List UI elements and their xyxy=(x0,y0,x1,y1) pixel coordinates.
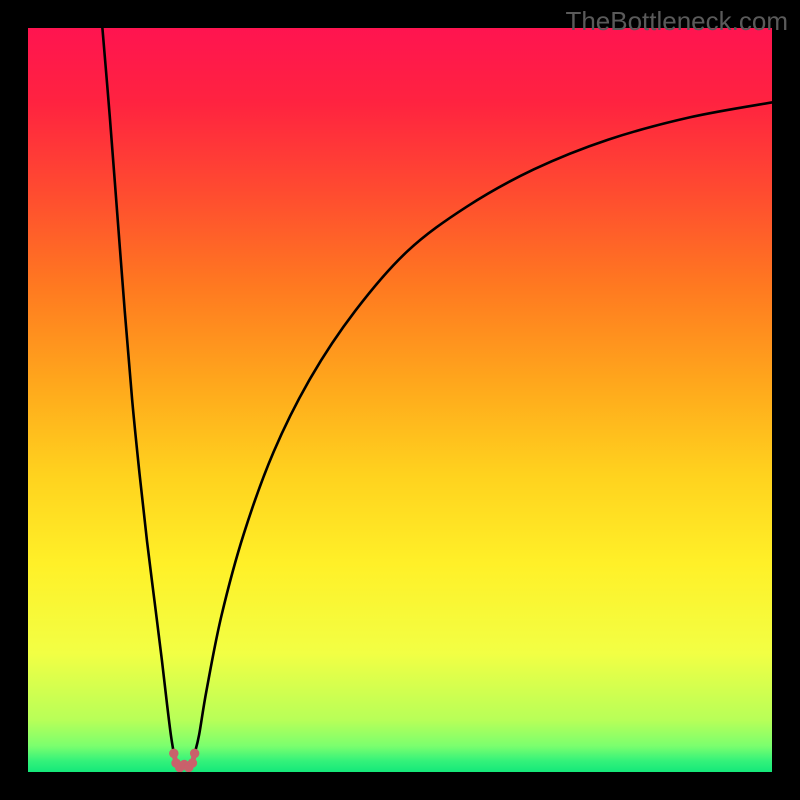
trough-marker xyxy=(169,749,179,759)
bottleneck-curve-chart xyxy=(28,28,772,772)
gradient-background xyxy=(28,28,772,772)
trough-marker xyxy=(188,758,198,768)
chart-stage: TheBottleneck.com xyxy=(0,0,800,800)
watermark-text: TheBottleneck.com xyxy=(565,6,788,37)
trough-marker xyxy=(190,749,200,759)
